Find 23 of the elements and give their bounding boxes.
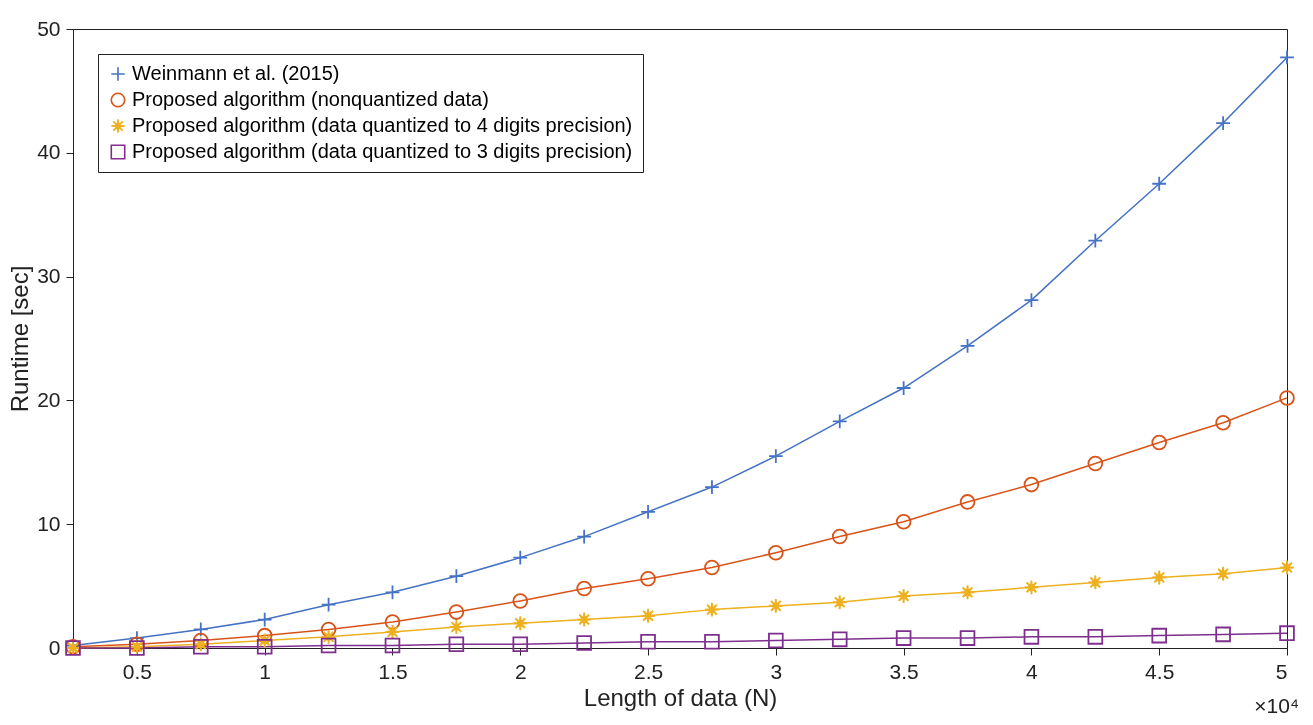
y-tick-label: 0	[48, 635, 61, 659]
text: ×10⁴	[1254, 694, 1299, 717]
legend-label: Proposed algorithm (nonquantized data)	[132, 88, 489, 110]
y-axis-title: Runtime [sec]	[6, 265, 34, 413]
x-tick-label: 4	[1026, 659, 1039, 683]
x-tick-label: 1.5	[378, 659, 408, 683]
y-tick-label: 50	[37, 16, 61, 40]
y-tick-label: 20	[37, 387, 61, 411]
legend-label: Proposed algorithm (data quantized to 3 digits precision)	[132, 140, 633, 162]
x-tick-label: 4.5	[1145, 659, 1175, 683]
x-tick-label: 3.5	[889, 659, 919, 683]
legend-label: Weinmann et al. (2015)	[132, 62, 340, 84]
x-tick-label: 2.5	[633, 659, 664, 683]
x-tick-label: 0.5	[122, 659, 152, 683]
x-axis-title: Length of data (N)	[583, 683, 778, 711]
x-tick-label: 2	[514, 659, 527, 683]
x-tick-label: 1	[259, 659, 272, 683]
y-tick-label: 30	[37, 264, 61, 288]
y-tick-label: 10	[37, 511, 61, 535]
x-tick-label: 5	[1275, 659, 1288, 683]
x-tick-label: 3	[770, 659, 783, 683]
legend-label: Proposed algorithm (data quantized to 4 digits precision)	[132, 114, 633, 136]
y-tick-label: 40	[37, 140, 61, 164]
